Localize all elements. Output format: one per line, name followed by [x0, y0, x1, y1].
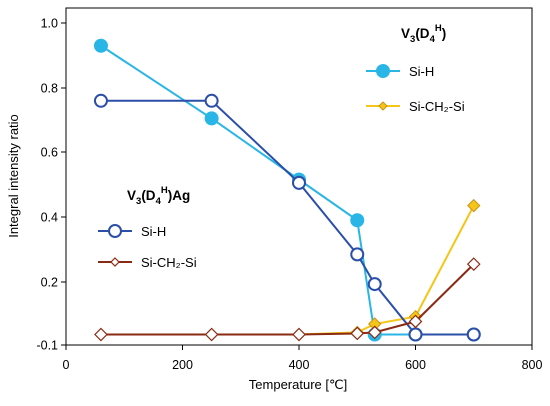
data-point-v3d4h-ag-si-ch-si: [204, 327, 219, 342]
data-point-v3d4h-ag-si-ch-si: [466, 257, 481, 271]
legend-marker: [378, 101, 388, 111]
y-tick-label: 1.0: [41, 17, 58, 31]
x-tick-label: 200: [172, 358, 193, 372]
series-v3d4h-ag-si-ch-si: [94, 257, 481, 342]
legend-label-v3d4h-ag-si-ch2-si: Si-CH₂-Si: [141, 255, 197, 270]
data-point-v3d4h-ag-si-h: [367, 277, 382, 292]
legend-v3d4h: V3(D4H) Si-H Si-CH₂-Si: [366, 23, 465, 114]
legend-item-v3d4h-ag-si-ch2-si: [98, 257, 132, 267]
x-axis-title: Temperature [℃]: [249, 377, 347, 392]
legend-title-v3d4h-ag: V3(D4H)Ag: [127, 185, 190, 207]
series-v3d4h-si-ch-si: [94, 198, 481, 342]
legend-marker: [108, 224, 122, 238]
y-tick-label: 0.8: [41, 82, 58, 96]
series-v3d4h-ag-si-h: [93, 93, 481, 342]
legend-marker: [110, 257, 120, 267]
data-point-v3d4h-ag-si-h: [466, 327, 481, 342]
y-tick-label: 0.2: [41, 276, 58, 290]
legend-item-v3d4h-ag-si-h: [98, 224, 132, 238]
series-line-v3d4h-si-h: [100, 44, 474, 336]
data-point-v3d4h-ag-si-h: [350, 247, 365, 262]
x-tick-label: 600: [405, 358, 426, 372]
x-tick-label: 800: [522, 358, 543, 372]
data-point-v3d4h-si-h: [350, 213, 365, 228]
data-point-v3d4h-si-ch-si: [467, 198, 481, 213]
data-point-v3d4h-ag-si-ch-si: [292, 327, 306, 342]
data-point-v3d4h-ag-si-ch-si: [94, 327, 108, 342]
data-point-v3d4h-ag-si-ch-si: [350, 326, 365, 341]
series-layer: [93, 38, 481, 342]
data-point-v3d4h-ag-si-ch-si: [408, 314, 423, 329]
legend-item-v3d4h-si-h: [366, 64, 400, 78]
data-point-v3d4h-si-h: [93, 38, 108, 53]
series-line-v3d4h-ag-si-h: [100, 99, 474, 336]
x-tick-label: 400: [289, 358, 310, 372]
data-point-v3d4h-si-h: [204, 111, 219, 126]
data-point-v3d4h-ag-si-h: [204, 93, 219, 108]
legend-label-v3d4h-si-ch2-si: Si-CH₂-Si: [409, 99, 465, 114]
axis-ticks: 0 200 400 600 800 -0.1 0.2 0.4 0.6 0.8 1.0: [36, 17, 542, 373]
data-point-v3d4h-ag-si-h: [93, 93, 108, 108]
y-tick-label: -0.1: [36, 339, 58, 353]
legend-title-v3d4h: V3(D4H): [401, 23, 446, 45]
data-point-v3d4h-ag-si-ch-si: [367, 325, 382, 340]
data-point-v3d4h-ag-si-h: [292, 175, 306, 190]
x-tick-label: 0: [63, 358, 70, 372]
legend-marker: [376, 64, 390, 78]
legend-label-v3d4h-si-h: Si-H: [409, 64, 434, 79]
y-tick-label: 0.4: [41, 211, 58, 225]
y-tick-label: 0.6: [41, 146, 58, 160]
data-point-v3d4h-ag-si-h: [408, 327, 423, 342]
legend-item-v3d4h-si-ch2-si: [366, 101, 400, 111]
y-axis-title: Integral intensity ratio: [6, 114, 21, 238]
legend-v3d4h-ag: V3(D4H)Ag Si-H Si-CH₂-Si: [98, 185, 197, 270]
legend-label-v3d4h-ag-si-h: Si-H: [141, 224, 166, 239]
